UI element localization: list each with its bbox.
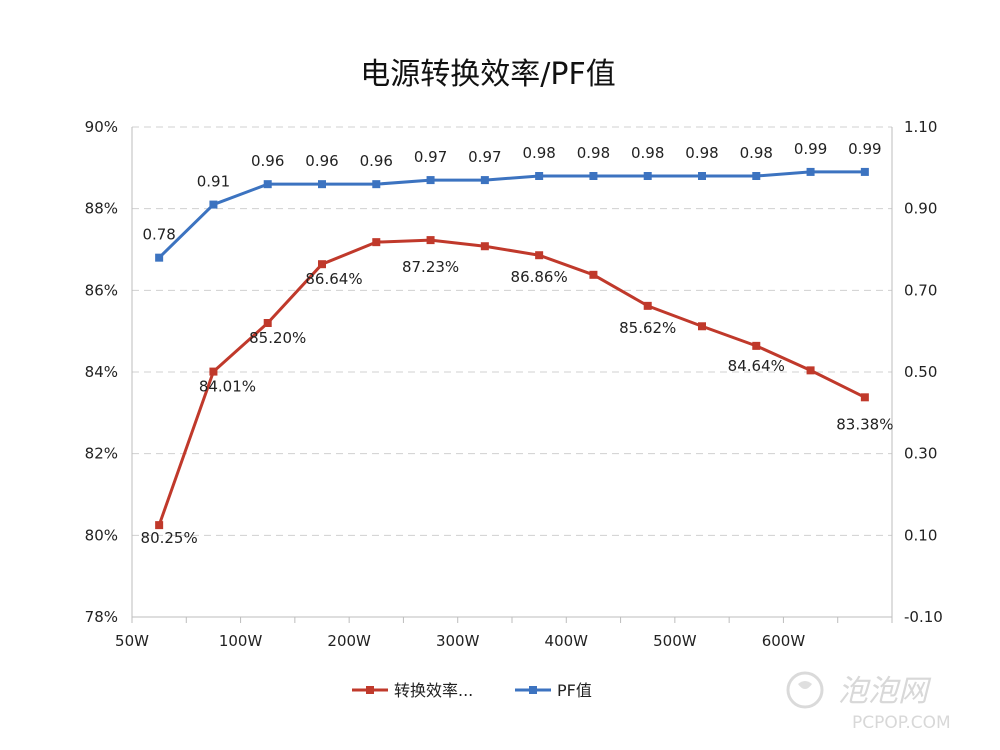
y-left-tick-label: 84% <box>85 363 118 381</box>
data-point-marker <box>372 238 381 247</box>
data-point-marker <box>426 176 435 185</box>
grid-lines <box>132 126 892 536</box>
data-point-marker <box>263 319 272 327</box>
data-point-marker <box>589 172 598 180</box>
watermark-logo-icon <box>786 671 824 709</box>
data-point-marker <box>698 322 706 331</box>
x-tick-label: 400W <box>545 632 589 650</box>
x-tick-label: 600W <box>762 632 806 650</box>
watermark-url: PCPOP.COM <box>852 713 951 733</box>
data-label: 80.25% <box>141 529 198 547</box>
y-right-tick-label: 0.10 <box>904 526 937 544</box>
series-line-right <box>158 170 865 259</box>
legend-swatch-marker <box>529 686 537 694</box>
data-point-marker <box>589 270 598 279</box>
y-right-tick-label: 0.70 <box>904 281 937 299</box>
data-label: 0.91 <box>197 173 230 191</box>
legend-label: 转换效率... <box>394 681 473 700</box>
x-tick-label: 50W <box>115 632 149 650</box>
data-label: 0.98 <box>685 144 718 162</box>
data-point-marker <box>480 176 489 185</box>
y-left-tick-label: 82% <box>85 445 118 463</box>
legend-swatch-marker <box>366 686 374 694</box>
data-label: 0.97 <box>414 148 447 166</box>
data-label: 0.96 <box>360 152 393 170</box>
data-point-marker <box>535 251 544 260</box>
data-label: 0.99 <box>794 140 827 158</box>
legend-label: PF值 <box>557 681 592 700</box>
data-label: 86.64% <box>305 270 362 288</box>
data-label: 84.01% <box>199 378 256 396</box>
data-point-marker <box>643 301 652 310</box>
y-left-tick-label: 80% <box>85 526 118 544</box>
data-point-marker <box>209 200 218 209</box>
data-label: 0.99 <box>848 140 881 158</box>
data-label: 85.62% <box>619 319 676 337</box>
data-label: 86.86% <box>511 268 568 286</box>
data-point-marker <box>480 242 489 251</box>
y-left-tick-label: 90% <box>85 118 118 136</box>
data-point-marker <box>263 180 272 189</box>
data-point-marker <box>535 172 544 180</box>
data-label: 0.96 <box>305 152 338 170</box>
data-label: 0.97 <box>468 148 501 166</box>
data-label: 0.98 <box>522 144 555 162</box>
y-right-tick-label: 0.50 <box>904 363 937 381</box>
x-tick-label: 500W <box>653 632 697 650</box>
y-right-tick-label: 0.90 <box>904 200 937 218</box>
data-label: 0.98 <box>577 144 610 162</box>
y-left-tick-label: 78% <box>85 608 118 626</box>
data-point-marker <box>643 172 652 180</box>
data-point-marker <box>318 260 326 269</box>
data-label: 0.98 <box>740 144 773 162</box>
x-tick-label: 300W <box>436 632 480 650</box>
data-point-marker <box>806 366 815 375</box>
x-tick-label: 200W <box>327 632 371 650</box>
data-point-marker <box>318 180 326 189</box>
watermark: 泡泡网 PCPOP.COM <box>786 671 951 733</box>
watermark-logo-text: 泡泡网 <box>838 674 932 709</box>
data-label: 0.96 <box>251 152 284 170</box>
data-point-marker <box>155 521 164 530</box>
legend: 转换效率... PF值 <box>352 681 592 700</box>
data-point-marker <box>155 253 164 262</box>
data-point-marker <box>426 236 435 245</box>
data-point-marker <box>698 172 706 180</box>
series-layer <box>155 167 869 530</box>
data-labels: 80.25% 84.01% 85.20% 86.64% 87.23% 86.86% 85.6… <box>141 140 894 547</box>
chart-title: 电源转换效率/PF值 <box>360 57 615 92</box>
data-label: 84.64% <box>728 357 785 375</box>
data-label: 85.20% <box>249 329 306 347</box>
data-point-marker <box>752 172 761 180</box>
y-right-tick-label: 1.10 <box>904 118 937 136</box>
y-right-tick-label: -0.10 <box>904 608 943 626</box>
y-right-tick-label: 0.30 <box>904 445 937 463</box>
data-point-marker <box>209 367 218 376</box>
data-label: 0.78 <box>142 226 175 244</box>
axes: 90% 1.10 88% 0.90 86% 0.70 84% 0.50 82% 0.30 80% 0.… <box>85 118 943 650</box>
data-label: 87.23% <box>402 258 459 276</box>
data-point-marker <box>860 167 869 176</box>
x-tick-label: 100W <box>219 632 263 650</box>
data-label: 0.98 <box>631 144 664 162</box>
series-line-left <box>157 238 866 526</box>
watermark-logo-mark <box>798 681 812 689</box>
data-label: 83.38% <box>836 415 893 433</box>
data-point-marker <box>752 341 761 350</box>
data-point-marker <box>806 167 815 176</box>
data-point-marker <box>372 180 381 189</box>
y-left-tick-label: 88% <box>85 200 118 218</box>
y-left-tick-label: 86% <box>85 281 118 299</box>
data-point-marker <box>860 393 869 402</box>
